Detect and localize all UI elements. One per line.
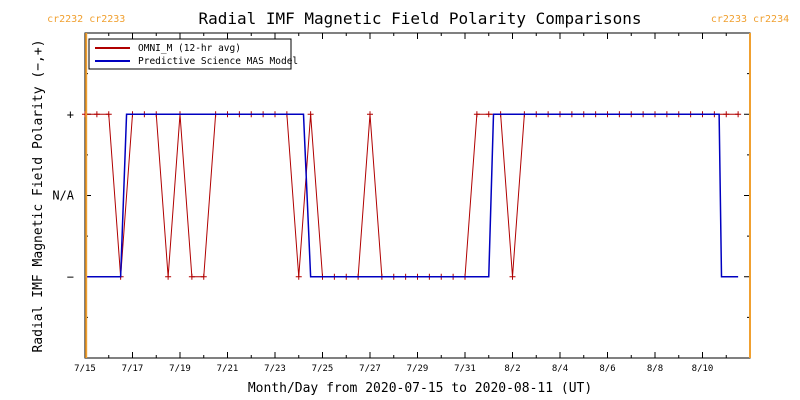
carrington-label-right: cr2233	[89, 14, 125, 25]
series-layer	[82, 111, 742, 280]
x-tick-label: 8/6	[599, 364, 615, 374]
plot-frame	[84, 32, 751, 359]
y-tick-label: −	[67, 270, 74, 284]
legend-label-omni: OMNI_M (12-hr avg)	[138, 43, 241, 54]
x-tick-label: 7/23	[264, 364, 286, 374]
omni-data-point	[509, 273, 516, 280]
omni-data-point	[307, 111, 314, 118]
x-tick-label: 7/15	[74, 364, 96, 374]
y-tick-label: N/A	[52, 189, 74, 203]
omni-data-point	[105, 111, 112, 118]
carrington-label-left: cr2232	[47, 14, 83, 25]
omni-data-point	[295, 273, 302, 280]
legend-label-mas: Predictive Science MAS Model	[138, 56, 298, 67]
omni-data-point	[473, 111, 480, 118]
omni-data-point	[367, 111, 373, 118]
omni-data-point	[723, 111, 730, 118]
x-tick-label: 8/2	[504, 364, 520, 374]
mas-series-line	[85, 113, 739, 278]
x-tick-label: 7/31	[454, 364, 476, 374]
x-tick-label: 7/19	[169, 364, 191, 374]
omni-data-point	[200, 273, 207, 280]
omni-data-point	[485, 111, 492, 118]
carrington-marker-layer: cr2232 cr2233 cr2233 cr2234	[47, 14, 789, 358]
x-tick-label: 7/17	[122, 364, 144, 374]
x-tick-label: 7/27	[359, 364, 381, 374]
y-axis-label: Radial IMF Magnetic Field Polarity (−,+)	[31, 39, 46, 352]
omni-data-point	[165, 273, 172, 280]
x-tick-label: 7/21	[217, 364, 239, 374]
omni-data-point	[735, 111, 742, 118]
legend: OMNI_M (12-hr avg) Predictive Science MA…	[88, 38, 298, 70]
x-axis-label: Month/Day from 2020-07-15 to 2020-08-11 …	[248, 381, 592, 396]
x-tick-label: 8/10	[692, 364, 714, 374]
tick-layer: 7/15 7/17 7/19 7/21 7/23 7/25 7/27 7/29 7/31 8/2 8…	[52, 33, 750, 374]
omni-data-point	[188, 273, 195, 280]
x-tick-label: 7/29	[407, 364, 429, 374]
x-tick-label: 8/4	[552, 364, 568, 374]
x-tick-label: 8/8	[647, 364, 663, 374]
legend-box	[88, 38, 292, 70]
omni-data-point	[93, 111, 100, 118]
chart-title: Radial IMF Magnetic Field Polarity Compa…	[198, 9, 641, 28]
carrington-label-left: cr2233	[711, 14, 747, 25]
y-tick-label: +	[67, 107, 74, 121]
x-tick-label: 7/25	[312, 364, 334, 374]
omni-series-line	[85, 113, 739, 278]
carrington-label-right: cr2234	[753, 14, 789, 25]
